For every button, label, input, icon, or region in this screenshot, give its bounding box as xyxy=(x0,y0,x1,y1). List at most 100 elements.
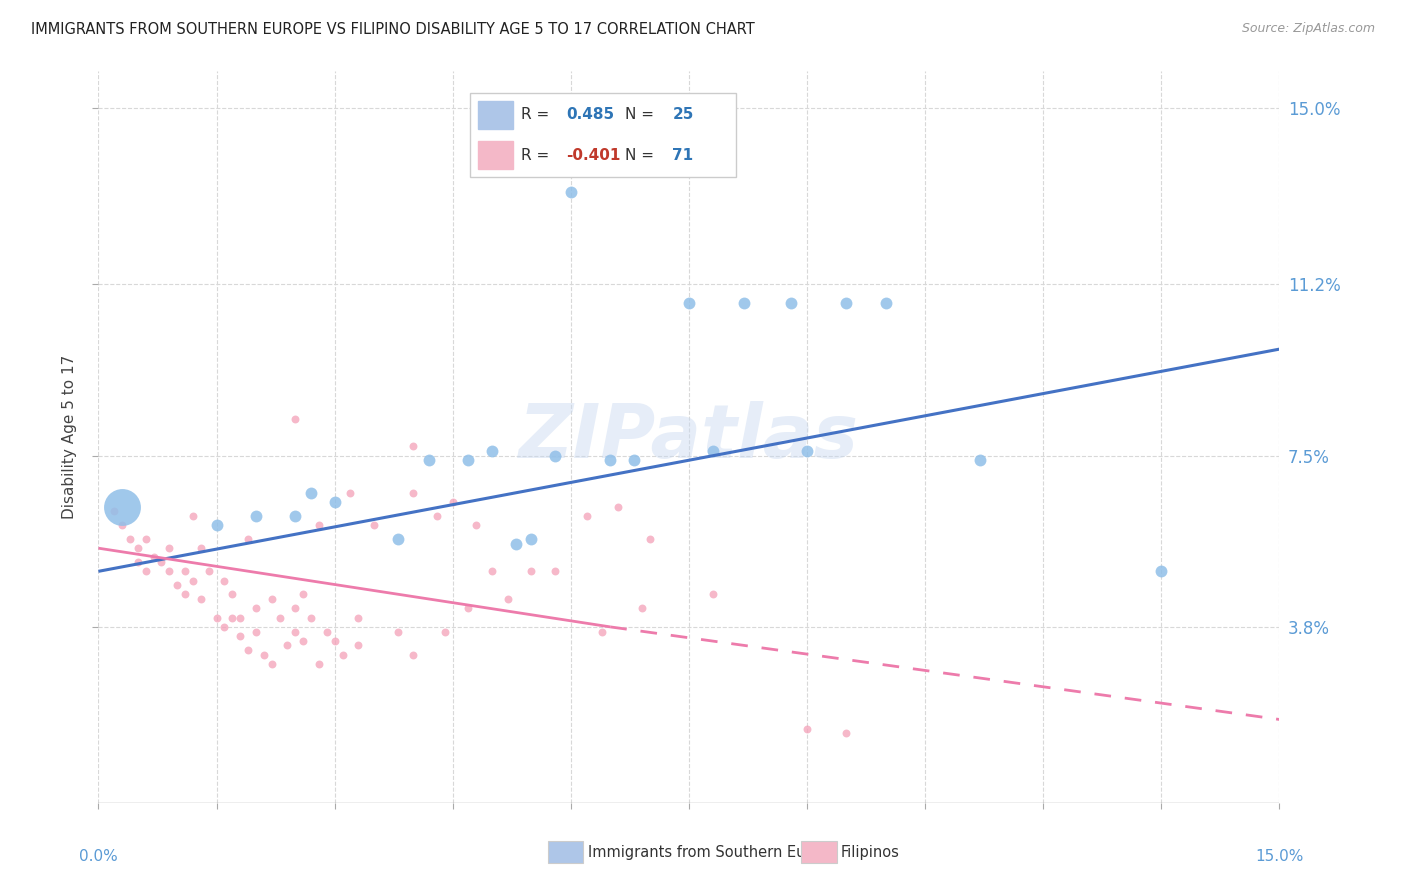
Point xyxy=(221,587,243,601)
Point xyxy=(308,657,330,671)
Point xyxy=(835,726,858,740)
Point xyxy=(135,565,157,579)
Point xyxy=(623,453,645,467)
Point xyxy=(607,500,630,514)
Text: 15.0%: 15.0% xyxy=(1256,849,1303,864)
Point xyxy=(702,444,724,458)
Point xyxy=(481,444,503,458)
Point xyxy=(875,295,897,310)
Point xyxy=(505,536,527,550)
Point xyxy=(835,295,858,310)
Point xyxy=(402,439,425,453)
Text: IMMIGRANTS FROM SOUTHERN EUROPE VS FILIPINO DISABILITY AGE 5 TO 17 CORRELATION C: IMMIGRANTS FROM SOUTHERN EUROPE VS FILIP… xyxy=(31,22,755,37)
Text: 0.0%: 0.0% xyxy=(79,849,118,864)
Point xyxy=(315,624,337,639)
Point xyxy=(433,624,456,639)
Point xyxy=(702,587,724,601)
Point xyxy=(402,485,425,500)
Point xyxy=(205,610,228,624)
Point xyxy=(638,532,661,546)
Point xyxy=(387,532,409,546)
Point xyxy=(276,639,298,653)
Text: Filipinos: Filipinos xyxy=(841,846,900,860)
Point xyxy=(457,453,479,467)
Point xyxy=(284,508,307,523)
Point xyxy=(599,453,621,467)
Point xyxy=(1150,565,1173,579)
Y-axis label: Disability Age 5 to 17: Disability Age 5 to 17 xyxy=(62,355,77,519)
Point xyxy=(174,587,197,601)
Point xyxy=(284,601,307,615)
Point xyxy=(457,601,479,615)
Point xyxy=(387,624,409,639)
Point xyxy=(323,495,346,509)
Point xyxy=(496,592,519,607)
Point xyxy=(245,508,267,523)
Point xyxy=(253,648,276,662)
Point xyxy=(245,601,267,615)
Point xyxy=(260,657,283,671)
Point xyxy=(969,453,991,467)
Point xyxy=(520,532,543,546)
Point xyxy=(236,643,259,657)
Point xyxy=(780,295,803,310)
Point xyxy=(426,508,449,523)
Point xyxy=(520,565,543,579)
Point xyxy=(418,453,440,467)
Point xyxy=(181,574,204,588)
Point xyxy=(630,601,652,615)
Point xyxy=(127,555,149,569)
Point xyxy=(190,592,212,607)
Point xyxy=(284,411,307,425)
Point xyxy=(135,532,157,546)
Text: ZIPatlas: ZIPatlas xyxy=(519,401,859,474)
Point xyxy=(166,578,188,592)
Point xyxy=(678,295,700,310)
Point xyxy=(190,541,212,556)
Point xyxy=(142,550,165,565)
Point xyxy=(575,508,598,523)
Point xyxy=(796,722,818,736)
Point xyxy=(560,185,582,199)
Point xyxy=(111,518,134,533)
Point xyxy=(236,532,259,546)
Point xyxy=(363,518,385,533)
Point xyxy=(323,633,346,648)
Text: Immigrants from Southern Europe: Immigrants from Southern Europe xyxy=(588,846,838,860)
Point xyxy=(111,500,134,514)
Point xyxy=(103,504,125,518)
Point xyxy=(481,565,503,579)
Point xyxy=(181,508,204,523)
Point xyxy=(292,633,315,648)
Point xyxy=(796,444,818,458)
Point xyxy=(441,495,464,509)
Point xyxy=(150,555,173,569)
Point xyxy=(221,610,243,624)
Point xyxy=(402,648,425,662)
Point xyxy=(299,485,322,500)
Point xyxy=(245,624,267,639)
Point xyxy=(157,541,180,556)
Point xyxy=(229,610,252,624)
Point xyxy=(214,620,236,634)
Point xyxy=(544,565,567,579)
Point xyxy=(260,592,283,607)
Point xyxy=(591,624,613,639)
Point xyxy=(284,624,307,639)
Point xyxy=(197,565,219,579)
Text: Source: ZipAtlas.com: Source: ZipAtlas.com xyxy=(1241,22,1375,36)
Point xyxy=(347,639,370,653)
Point xyxy=(339,485,361,500)
Point xyxy=(332,648,354,662)
Point xyxy=(347,610,370,624)
Point xyxy=(292,587,315,601)
Point xyxy=(299,610,322,624)
Point xyxy=(205,518,228,533)
Point xyxy=(127,541,149,556)
Point xyxy=(214,574,236,588)
Point xyxy=(733,295,755,310)
Point xyxy=(118,532,141,546)
Point xyxy=(174,565,197,579)
Point xyxy=(308,518,330,533)
Point xyxy=(229,629,252,643)
